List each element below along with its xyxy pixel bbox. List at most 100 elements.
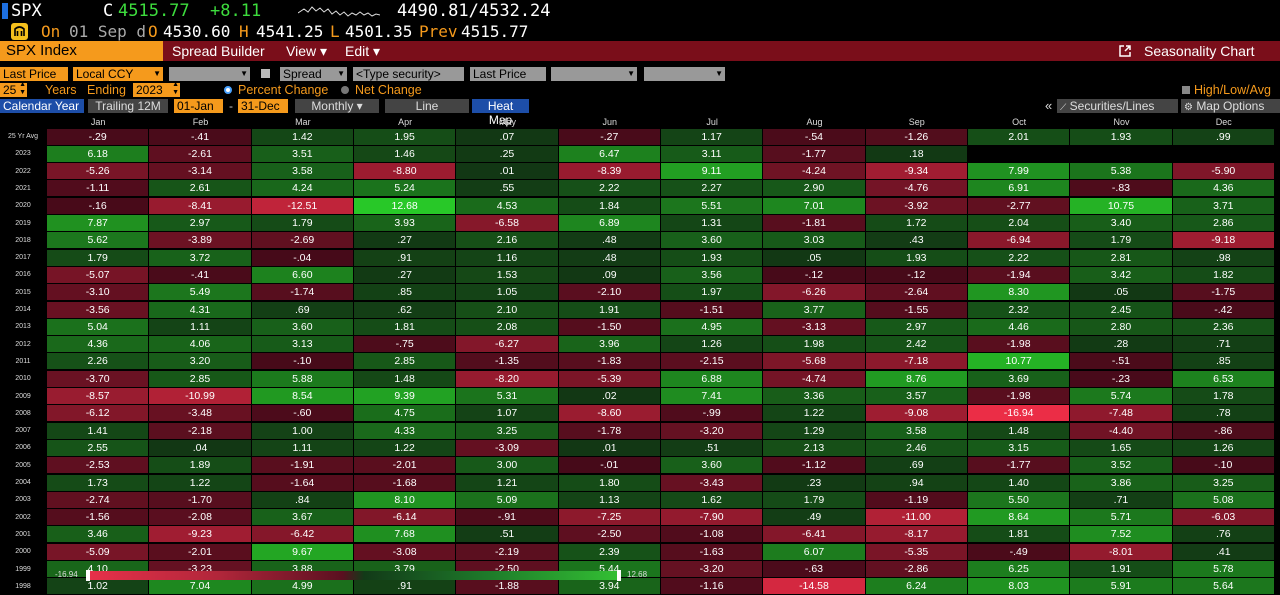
heatmap-cell[interactable]: -1.63	[660, 543, 763, 560]
heatmap-cell[interactable]: -5.39	[558, 370, 660, 387]
heatmap-cell[interactable]: -3.56	[47, 301, 149, 318]
heatmap-cell[interactable]: 4.95	[660, 318, 763, 335]
heatmap-cell[interactable]: -6.41	[763, 526, 865, 543]
field-selector-2[interactable]: Last Price	[470, 67, 546, 81]
heatmap-cell[interactable]: 2.42	[865, 336, 967, 353]
heatmap-cell[interactable]: -8.41	[149, 197, 251, 214]
heatmap-cell[interactable]: 1.21	[456, 474, 558, 491]
heatmap-cell[interactable]: -1.91	[251, 457, 353, 474]
heatmap-cell[interactable]: 3.36	[763, 388, 865, 404]
heatmap-cell[interactable]: -.16	[47, 197, 149, 214]
heatmap-cell[interactable]: .98	[1172, 249, 1274, 266]
heatmap-cell[interactable]: 7.99	[967, 163, 1070, 180]
heatmap-cell[interactable]: 3.60	[660, 232, 763, 249]
ticker-symbol[interactable]: SPX	[11, 1, 42, 21]
heatmap-cell[interactable]: -.23	[1070, 370, 1172, 387]
heatmap-cell[interactable]: .41	[1172, 543, 1274, 560]
heatmap-cell[interactable]: -1.12	[763, 457, 865, 474]
heatmap-cell[interactable]: -.75	[353, 336, 456, 353]
heatmap-cell[interactable]: -11.00	[865, 509, 967, 526]
heatmap-cell[interactable]: -14.58	[763, 578, 865, 595]
heatmap-cell[interactable]: 8.64	[967, 509, 1070, 526]
heatmap-cell[interactable]: 3.11	[660, 145, 763, 162]
heatmap-cell[interactable]: 2.61	[149, 180, 251, 197]
heatmap-cell[interactable]	[967, 145, 1070, 162]
heatmap-cell[interactable]: -.29	[47, 128, 149, 145]
heatmap-cell[interactable]: -.04	[251, 249, 353, 266]
heatmap-cell[interactable]: -6.27	[456, 336, 558, 353]
blank-dropdown-2[interactable]: ▼	[551, 67, 637, 81]
heatmap-cell[interactable]: 1.91	[558, 301, 660, 318]
heatmap-cell[interactable]: -10.99	[149, 388, 251, 404]
heatmap-cell[interactable]: -6.58	[456, 215, 558, 231]
heatmap-cell[interactable]: 2.13	[763, 439, 865, 456]
heatmap-cell[interactable]: -.99	[660, 405, 763, 422]
heatmap-cell[interactable]: 4.53	[456, 197, 558, 214]
heatmap-cell[interactable]: 2.08	[456, 318, 558, 335]
heatmap-cell[interactable]: 3.57	[865, 388, 967, 404]
heatmap-cell[interactable]: 5.88	[251, 370, 353, 387]
heatmap-cell[interactable]: -9.34	[865, 163, 967, 180]
heatmap-cell[interactable]: 1.00	[251, 422, 353, 439]
heatmap-cell[interactable]: -2.01	[149, 543, 251, 560]
heatmap-cell[interactable]: 2.45	[1070, 301, 1172, 318]
heatmap-cell[interactable]: 9.11	[660, 163, 763, 180]
heatmap-cell[interactable]: 7.01	[763, 197, 865, 214]
heatmap-cell[interactable]: -4.76	[865, 180, 967, 197]
net-change-radio[interactable]	[341, 86, 349, 94]
heatmap-cell[interactable]: 3.93	[353, 215, 456, 231]
heatmap-cell[interactable]: -5.68	[763, 353, 865, 370]
heatmap-cell[interactable]: 2.97	[865, 318, 967, 335]
heatmap-cell[interactable]: 1.53	[456, 266, 558, 283]
heatmap-cell[interactable]: .18	[865, 145, 967, 162]
heatmap-cell[interactable]: 7.41	[660, 388, 763, 404]
heatmap-cell[interactable]: 1.48	[353, 370, 456, 387]
heatmap-cell[interactable]: -6.03	[1172, 509, 1274, 526]
heatmap-cell[interactable]: -8.57	[47, 388, 149, 404]
heatmap-cell[interactable]: 8.03	[967, 578, 1070, 595]
heatmap-cell[interactable]: 1.98	[763, 336, 865, 353]
heatmap-cell[interactable]: .76	[1172, 526, 1274, 543]
heatmap-cell[interactable]: .27	[353, 232, 456, 249]
heatmap-cell[interactable]: 1.79	[47, 249, 149, 266]
heatmap-cell[interactable]: -1.51	[660, 301, 763, 318]
heatmap-cell[interactable]: 6.18	[47, 145, 149, 162]
heatmap-cell[interactable]: .62	[353, 301, 456, 318]
heatmap-cell[interactable]: 3.58	[865, 422, 967, 439]
heatmap-cell[interactable]: -3.89	[149, 232, 251, 249]
calendar-year-tab[interactable]: Calendar Year	[0, 99, 84, 113]
heatmap-cell[interactable]: -2.64	[865, 284, 967, 301]
heatmap-cell[interactable]: 1.02	[47, 578, 149, 595]
heatmap-cell[interactable]: -1.98	[967, 388, 1070, 404]
heatmap-cell[interactable]: 1.89	[149, 457, 251, 474]
heatmap-cell[interactable]: -2.15	[660, 353, 763, 370]
heatmap-cell[interactable]: -2.08	[149, 509, 251, 526]
heatmap-cell[interactable]: 2.16	[456, 232, 558, 249]
percent-change-radio[interactable]	[224, 86, 232, 94]
heatmap-cell[interactable]: 1.93	[865, 249, 967, 266]
heatmap-cell[interactable]: .25	[456, 145, 558, 162]
heatmap-cell[interactable]: -.91	[456, 509, 558, 526]
heatmap-cell[interactable]: -2.10	[558, 284, 660, 301]
heatmap-cell[interactable]: -7.90	[660, 509, 763, 526]
heatmap-cell[interactable]: 6.25	[967, 561, 1070, 577]
heatmap-cell[interactable]: -1.50	[558, 318, 660, 335]
heatmap-cell[interactable]: 5.08	[1172, 491, 1274, 508]
heatmap-cell[interactable]: -2.53	[47, 457, 149, 474]
heatmap-cell[interactable]: 3.03	[763, 232, 865, 249]
legend-handle-right[interactable]	[617, 570, 621, 581]
heatmap-cell[interactable]: 8.76	[865, 370, 967, 387]
heatmap-cell[interactable]: 10.75	[1070, 197, 1172, 214]
heatmap-cell[interactable]: 2.90	[763, 180, 865, 197]
heatmap-cell[interactable]: -8.39	[558, 163, 660, 180]
heatmap-cell[interactable]: -4.24	[763, 163, 865, 180]
heatmap-cell[interactable]: -2.61	[149, 145, 251, 162]
heatmap-cell[interactable]: -1.26	[865, 128, 967, 145]
date-from-input[interactable]: 01-Jan	[174, 99, 223, 113]
heatmap-cell[interactable]: 1.78	[1172, 388, 1274, 404]
heatmap-cell[interactable]: .07	[456, 128, 558, 145]
heatmap-cell[interactable]: 5.62	[47, 232, 149, 249]
heatmap-cell[interactable]: -2.19	[456, 543, 558, 560]
export-icon[interactable]	[1118, 44, 1132, 58]
heatmap-cell[interactable]: -2.50	[558, 526, 660, 543]
